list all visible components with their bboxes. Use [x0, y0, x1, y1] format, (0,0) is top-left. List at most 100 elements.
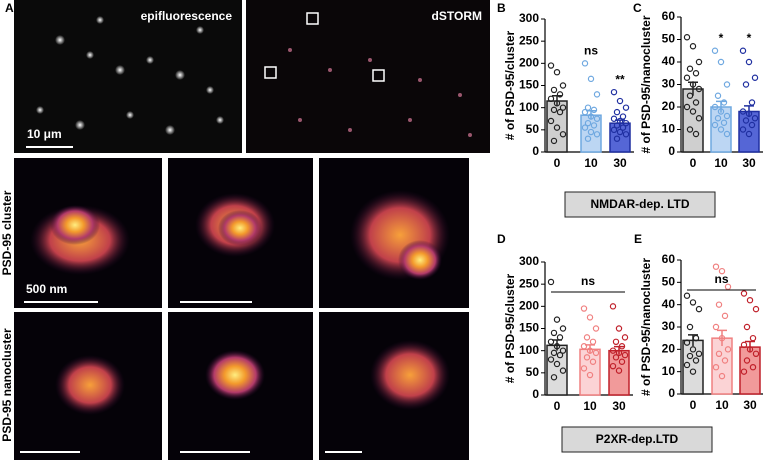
- y-tick-label: 50: [662, 275, 676, 289]
- data-point: [610, 126, 618, 134]
- data-point: [721, 357, 729, 364]
- y-axis-label: # of PSD-95/cluster: [503, 30, 517, 140]
- y-tick-label: 50: [662, 32, 676, 46]
- error-bar: [586, 110, 596, 120]
- data-point: [556, 91, 564, 98]
- data-point: [553, 68, 561, 76]
- data-point: [618, 358, 626, 365]
- data-point: [550, 106, 558, 114]
- data-point: [547, 117, 555, 125]
- data-point: [559, 367, 567, 374]
- y-tick-label: 10: [662, 122, 676, 136]
- data-point: [739, 108, 747, 115]
- data-point: [739, 47, 747, 54]
- storm-image: [246, 0, 490, 153]
- significance: *: [719, 31, 724, 45]
- data-point: [717, 126, 725, 133]
- panel-letter: B: [497, 1, 506, 15]
- y-tick-label: 40: [662, 297, 676, 311]
- data-point: [610, 88, 618, 96]
- data-point: [612, 338, 620, 345]
- data-point: [689, 299, 697, 306]
- y-tick-label: 20: [662, 99, 676, 113]
- data-point: [683, 361, 691, 369]
- data-point: [559, 82, 567, 89]
- data-point: [740, 290, 748, 297]
- data-point: [550, 349, 558, 357]
- data-point: [593, 131, 601, 138]
- x-tick-label: 10: [584, 156, 598, 170]
- panel-letter: D: [497, 232, 506, 246]
- data-point: [584, 135, 592, 142]
- data-point: [715, 301, 723, 308]
- y-tick-label: 300: [519, 254, 539, 268]
- data-point: [613, 108, 621, 116]
- error-bar: [585, 344, 595, 354]
- data-point: [609, 362, 617, 370]
- data-point: [550, 86, 558, 94]
- data-point: [743, 323, 751, 331]
- data-point: [610, 115, 618, 122]
- significance: *: [747, 31, 752, 45]
- data-point: [686, 352, 694, 360]
- y-tick-label: 150: [519, 321, 539, 335]
- error-bar: [688, 334, 698, 346]
- data-point: [559, 131, 567, 138]
- data-point: [550, 329, 558, 337]
- data-point: [547, 338, 555, 345]
- data-point: [746, 297, 754, 304]
- data-point: [692, 99, 700, 106]
- y-tick-label: 30: [662, 319, 676, 333]
- y-tick-label: 60: [662, 252, 676, 266]
- data-point: [743, 357, 751, 364]
- x-tick-label: 0: [690, 398, 697, 412]
- data-point: [752, 305, 760, 313]
- data-point: [689, 108, 697, 115]
- y-axis-label: # of PSD-95/nanocluster: [639, 15, 653, 153]
- group-box: [564, 191, 716, 218]
- image-label: dSTORM: [432, 9, 482, 23]
- data-point: [712, 364, 720, 371]
- data-point: [711, 47, 719, 54]
- data-point: [553, 316, 561, 323]
- group-label: P2XR-dep.LTD: [596, 432, 679, 446]
- data-point: [616, 128, 624, 136]
- data-point: [723, 130, 731, 138]
- error-bar: [716, 100, 726, 113]
- data-point: [695, 305, 703, 313]
- x-tick-label: 0: [554, 399, 561, 413]
- scale-label: 10 μm: [27, 127, 62, 141]
- data-point: [686, 323, 694, 331]
- y-axis-label: # of PSD-95/nanocluster: [639, 258, 653, 396]
- data-point: [749, 334, 757, 342]
- data-point: [686, 126, 694, 133]
- significance: **: [615, 72, 625, 86]
- y-tick-label: 50: [526, 365, 540, 379]
- data-point: [612, 354, 620, 361]
- data-point: [695, 58, 703, 66]
- data-point: [717, 58, 725, 66]
- row-label: PSD-95 nanocluster: [0, 328, 14, 442]
- error-bar: [615, 119, 625, 127]
- significance: ns: [584, 44, 598, 58]
- error-bar: [744, 105, 754, 118]
- data-point: [712, 323, 720, 331]
- data-point: [589, 358, 597, 365]
- data-point: [721, 312, 729, 320]
- data-point: [559, 347, 567, 354]
- data-point: [615, 325, 623, 332]
- data-point: [587, 75, 595, 83]
- data-point: [723, 81, 731, 88]
- data-point: [714, 92, 722, 99]
- data-point: [586, 314, 594, 321]
- y-tick-label: 60: [662, 9, 676, 23]
- data-point: [547, 356, 555, 363]
- y-tick-label: 0: [668, 386, 675, 400]
- data-point: [718, 372, 726, 380]
- data-point: [745, 130, 753, 138]
- x-tick-label: 0: [690, 156, 697, 170]
- data-point: [714, 115, 722, 122]
- data-point: [751, 74, 759, 81]
- data-point: [745, 58, 753, 66]
- image-label: epifluorescence: [141, 9, 233, 23]
